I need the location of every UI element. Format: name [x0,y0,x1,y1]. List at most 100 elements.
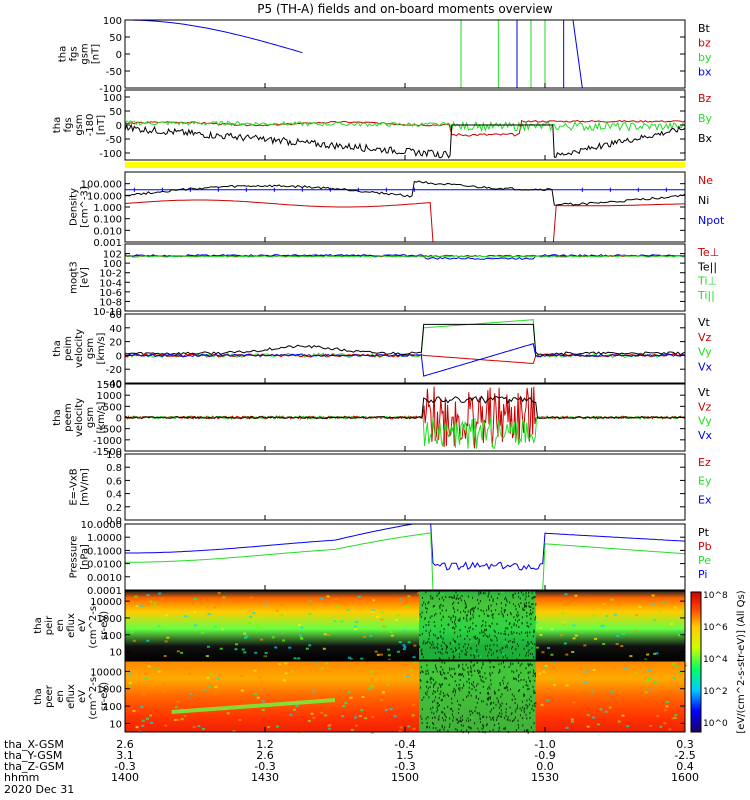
spectrogram-speck [449,642,451,645]
spectrogram-cell [550,653,554,656]
spectrogram-speck [463,609,465,612]
spectrogram-cell [600,624,604,627]
spectrogram-cell [197,725,201,728]
spectrogram-speck [491,653,493,656]
spectrogram-speck [501,607,503,610]
series-Pe [125,532,686,591]
spectrogram-speck [432,692,434,695]
spectrogram-cell [189,692,193,695]
spectrogram-speck [473,663,475,666]
spectrogram-speck [462,698,464,701]
spectrogram-speck [432,596,434,599]
spectrogram-speck [464,611,466,614]
spectrogram-speck [452,603,454,606]
spectrogram-speck [430,643,432,646]
spectrogram-cell [154,666,158,669]
spectrogram-speck [518,673,520,676]
spectrogram-cell [616,692,620,695]
spectrogram-speck [496,636,498,639]
y-axis-label-line: gsm [85,407,96,428]
spectrogram-speck [475,624,477,627]
spectrogram-cell [350,728,354,731]
spectrogram-speck [474,669,476,672]
x-tick-x-0: 2.6 [116,738,134,751]
spectrogram-cell [360,709,364,712]
spectrogram-speck [425,624,427,627]
spectrogram-speck [456,594,458,597]
spectrogram-speck [533,630,535,633]
spectrogram-speck [438,715,440,718]
spectrogram-speck [486,634,488,637]
spectrogram-cell [390,634,394,637]
spectrogram-cell [649,688,653,691]
spectrogram-speck [422,671,424,674]
panel-frame [124,313,686,384]
spectrogram-speck [458,643,460,646]
spectrogram-speck [471,683,473,686]
spectrogram-speck [421,670,423,673]
spectrogram-cell [174,706,178,709]
spectrogram-cell [599,708,603,711]
spectrogram-speck [429,686,431,689]
spectrogram-speck [455,616,457,619]
spectrogram-speck [473,607,475,610]
spectrogram-speck [443,677,445,680]
spectrogram-cell [635,614,639,617]
spectrogram-speck [525,605,527,608]
spectrogram-speck [493,666,495,669]
spectrogram-speck [448,694,450,697]
spectrogram-speck [419,678,421,681]
spectrogram-speck [492,600,494,603]
spectrogram-cell [164,614,168,617]
spectrogram-speck [442,615,444,618]
spectrogram-speck [498,592,500,595]
spectrogram-cell [183,615,187,618]
y-axis-label: Pressure[nPa] [69,536,91,579]
spectrogram-cell [651,594,655,597]
spectrogram-cell [407,595,411,598]
spectrogram-cell [671,717,675,720]
spectrogram-cell [540,703,544,706]
spectrogram-speck [528,676,530,679]
spectrogram-speck [520,602,522,605]
spectrogram-cell [634,672,638,675]
spectrogram-speck [444,672,446,675]
spectrogram-speck [513,622,515,625]
spectrogram-speck [493,701,495,704]
y-tick-label: 0.0100 [87,560,122,571]
spectrogram-speck [499,668,501,671]
spectrogram-speck [522,593,524,596]
spectrogram-speck [483,612,485,615]
spectrogram-speck [492,717,494,720]
spectrogram-speck [447,729,449,732]
spectrogram-speck [532,596,534,599]
spectrogram-cell [323,633,327,636]
spectrogram-speck [454,694,456,697]
spectrogram-speck [481,727,483,730]
spectrogram-speck [443,671,445,674]
spectrogram-speck [488,692,490,695]
spectrogram-speck [436,710,438,713]
spectrogram-speck [436,706,438,709]
y-tick-label: 0.100 [93,215,122,226]
spectrogram-speck [492,728,494,731]
spectrogram-speck [502,646,504,649]
spectrogram-cell [370,731,374,734]
spectrogram-speck [532,635,534,638]
panels-group: -100-50050100thafgsgsm[nT]Btbzbybx-100-5… [33,16,725,734]
spectrogram-speck [459,678,461,681]
spectrogram-cell [347,691,351,694]
spectrogram-speck [504,687,506,690]
spectrogram-speck [482,634,484,637]
spectrogram-cell [571,650,575,653]
spectrogram-speck [467,666,469,669]
spectrogram-cell [585,670,589,673]
spectrogram-speck [531,613,533,616]
spectrogram-speck [507,640,509,643]
y-tick-label: 50 [109,107,122,118]
spectrogram-speck [454,649,456,652]
spectrogram-speck [497,699,499,702]
spectrogram-cell [665,700,669,703]
spectrogram-cell [185,667,189,670]
spectrogram-speck [439,670,441,673]
